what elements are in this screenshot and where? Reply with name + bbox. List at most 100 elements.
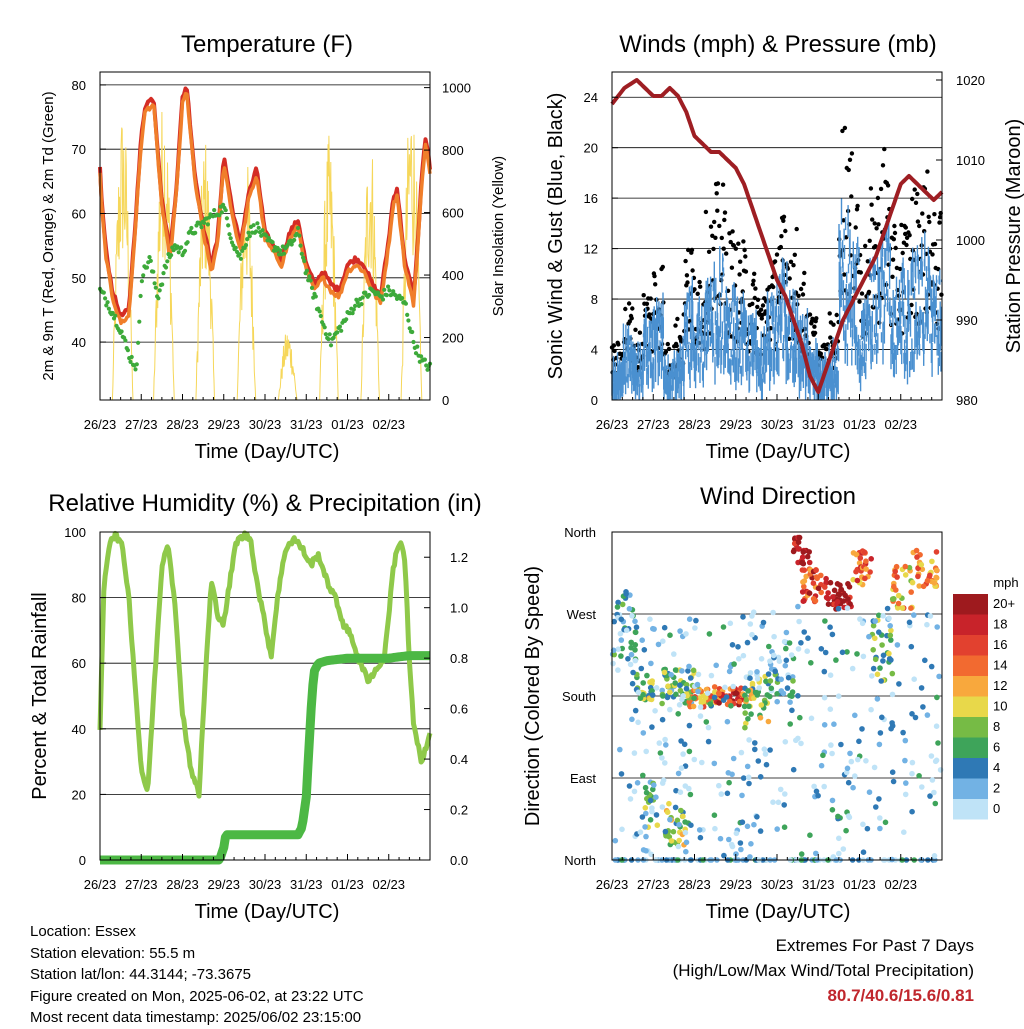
gust-point	[874, 226, 879, 231]
x-tick-label: 26/23	[84, 417, 117, 432]
gust-point	[616, 342, 621, 347]
direction-point	[655, 641, 662, 648]
direction-point	[661, 669, 668, 676]
dewpoint-point	[256, 225, 261, 230]
direction-point	[752, 740, 758, 746]
direction-point	[763, 761, 770, 768]
direction-point	[801, 578, 808, 584]
gust-point	[706, 249, 712, 254]
dewpoint-point	[185, 240, 190, 245]
direction-point	[748, 711, 754, 717]
direction-point	[825, 595, 831, 602]
direction-point	[877, 665, 883, 671]
direction-point	[903, 780, 909, 786]
gust-point	[801, 281, 806, 286]
gust-point	[920, 211, 925, 216]
direction-point	[638, 665, 645, 672]
direction-point	[931, 789, 937, 796]
direction-point	[662, 828, 669, 835]
direction-point	[889, 691, 896, 698]
dewpoint-point	[295, 225, 301, 231]
direction-point	[663, 742, 669, 748]
direction-point	[815, 585, 822, 592]
direction-point	[629, 716, 635, 723]
direction-point	[909, 808, 915, 815]
direction-point	[744, 639, 751, 646]
direction-point	[702, 694, 709, 701]
direction-point	[924, 577, 931, 584]
gust-point	[755, 304, 760, 310]
direction-point	[756, 685, 762, 691]
colorbar-swatch	[953, 676, 988, 697]
direction-point	[672, 667, 679, 673]
direction-point	[801, 598, 807, 604]
direction-point	[900, 729, 906, 736]
gust-point	[818, 351, 823, 356]
dewpoint-point	[350, 311, 355, 316]
direction-point	[813, 850, 819, 857]
direction-point	[724, 790, 731, 797]
pressure-ylabel: Station Pressure (Maroon)	[1003, 119, 1024, 354]
dewpoint-point	[328, 343, 334, 348]
y-tick-label: 40	[72, 722, 86, 737]
gust-point	[717, 223, 722, 229]
direction-point	[642, 824, 648, 830]
colorbar-label: 2	[993, 781, 1000, 796]
direction-point	[671, 651, 677, 657]
gust-point	[847, 157, 853, 162]
direction-point	[811, 783, 817, 790]
direction-point	[795, 546, 802, 552]
direction-point	[631, 788, 638, 795]
direction-point	[649, 724, 655, 730]
direction-point	[738, 846, 744, 853]
direction-point	[677, 628, 683, 634]
dewpoint-point	[141, 273, 146, 278]
direction-point	[879, 714, 885, 721]
x-tick-label: 01/23	[843, 877, 876, 892]
direction-point	[754, 814, 760, 820]
direction-point	[747, 621, 754, 627]
direction-point	[860, 821, 866, 828]
gust-point	[824, 346, 829, 352]
direction-point	[774, 826, 780, 832]
direction-point	[724, 718, 731, 725]
y-tick-label: 60	[72, 656, 86, 671]
gust-point	[870, 217, 875, 222]
direction-point	[632, 629, 639, 636]
direction-point	[740, 775, 747, 781]
gust-point	[712, 219, 717, 225]
y2-tick-label: 1000	[442, 81, 471, 96]
dewpoint-point	[313, 294, 318, 299]
gust-point	[715, 181, 721, 186]
gust-point	[653, 282, 658, 287]
gust-point	[827, 311, 832, 316]
direction-point	[795, 539, 802, 545]
humidity-frame	[99, 531, 431, 861]
direction-point	[822, 584, 828, 590]
gust-point	[630, 306, 635, 311]
direction-point	[726, 668, 733, 675]
gust-point	[857, 299, 862, 304]
dewpoint-point	[110, 310, 115, 316]
direction-point	[632, 657, 639, 664]
dewpoint-point	[199, 225, 204, 230]
gust-point	[692, 287, 697, 292]
dewpoint-point	[247, 234, 252, 239]
direction-point	[688, 822, 694, 828]
direction-point	[618, 771, 625, 777]
direction-point	[754, 669, 760, 675]
direction-point	[647, 797, 654, 804]
direction-point	[928, 753, 935, 759]
direction-point	[692, 625, 698, 631]
direction-point	[882, 819, 889, 826]
direction-point	[726, 836, 732, 843]
dewpoint-point	[134, 362, 139, 367]
gust-point	[904, 242, 909, 248]
direction-point	[768, 685, 775, 692]
direction-point	[902, 791, 909, 798]
direction-point	[889, 720, 895, 726]
y2-tick-label: 980	[956, 393, 978, 408]
gust-point	[675, 316, 680, 322]
gust-point	[781, 214, 787, 219]
